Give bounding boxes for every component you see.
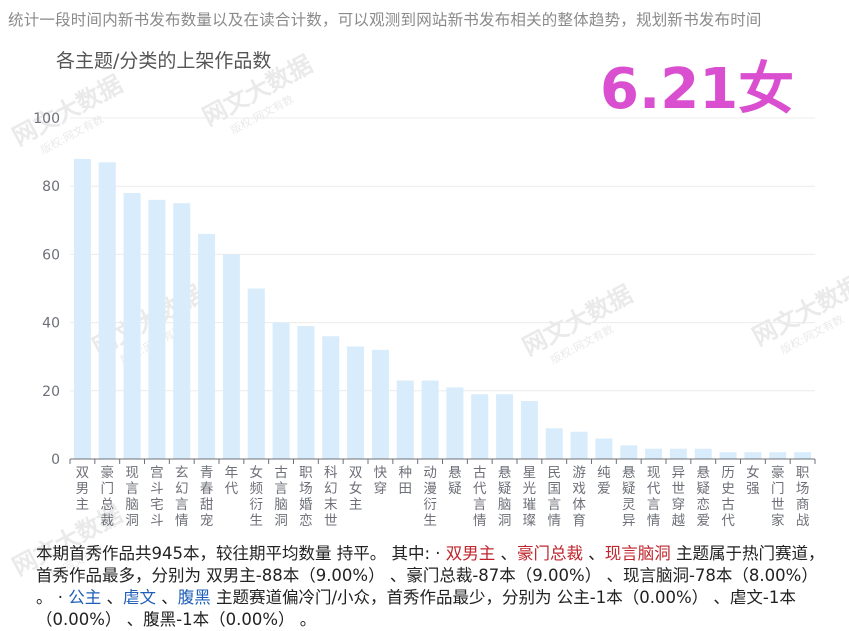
x-tick-label: 青春甜宠 [200, 465, 214, 529]
x-tick-label: 科幻末世 [324, 465, 338, 529]
x-tick-label: 历史古代 [721, 465, 735, 529]
y-tick-label: 60 [42, 247, 60, 263]
bar [73, 158, 91, 460]
chart-title: 各主题/分类的上架作品数 [56, 50, 272, 72]
date-badge: 6.21女 [600, 57, 795, 122]
x-tick-label: 动漫衍生 [423, 465, 437, 529]
summary-separator: 、 [495, 544, 518, 563]
bar [769, 452, 787, 459]
x-tick-label: 玄幻言情 [175, 464, 189, 529]
x-tick-label: 现言脑洞 [125, 465, 139, 529]
y-tick-label: 0 [51, 452, 60, 468]
hot-theme-link[interactable]: 豪门总裁 [517, 544, 584, 563]
summary-separator: 、 [101, 588, 123, 607]
y-tick-label: 20 [42, 384, 60, 400]
x-tick-label: 职场婚恋 [299, 465, 313, 529]
cold-theme-link[interactable]: 虐文 [123, 588, 156, 607]
x-tick-label: 双男主 [76, 465, 90, 513]
summary-part2: 主题属于热门赛道，首秀作品最多，分别为 双男主-88本（9.00%） 、豪门总裁… [36, 544, 825, 607]
x-tick-label: 职场商战 [796, 465, 810, 529]
x-tick-label: 现代言情 [647, 465, 661, 529]
bar [669, 448, 687, 459]
cold-theme-link[interactable]: 公主 [68, 588, 102, 607]
x-tick-label: 豪门总裁 [101, 465, 115, 529]
x-tick-label: 悬疑灵异 [622, 465, 636, 529]
summary-part1: 本期首秀作品共945本，较往期平均数量 持平。 其中: · [36, 544, 446, 563]
x-tick-label: 游戏体育 [572, 465, 586, 529]
y-tick-label: 100 [33, 111, 60, 127]
bar [446, 387, 464, 459]
bar [496, 394, 514, 459]
bar [595, 438, 613, 459]
bar [421, 380, 439, 459]
bar [148, 199, 166, 459]
x-tick-label: 民国言情 [548, 465, 562, 529]
bar [247, 288, 265, 459]
x-tick-label: 女频衍生 [250, 464, 264, 529]
bar [222, 254, 240, 459]
y-tick-label: 40 [42, 316, 60, 332]
bar [694, 448, 712, 459]
page-description: 统计一段时间内新书发布数量以及在读合计数，可以观测到网站新书发布相关的整体趋势，… [8, 11, 762, 29]
x-tick-label: 悬疑恋爱 [697, 465, 711, 529]
bar [173, 203, 191, 459]
bar [347, 346, 365, 459]
summary-separator: 、 [156, 588, 178, 607]
bar [371, 349, 389, 459]
summary-text: 本期首秀作品共945本，较往期平均数量 持平。 其中: · 双男主 、豪门总裁 … [36, 543, 826, 631]
bar [98, 162, 116, 459]
x-tick-label: 古代言情 [473, 465, 487, 529]
summary-part3: 主题赛道偏冷门/小众，首秀作品最少，分别为 公主-1本（0.00%） 、虐文-1… [36, 588, 796, 629]
bar-chart: 0 20 40 60 80 100 双男主豪门总裁现言脑洞宫斗宅斗玄幻言情青春甜宠年代女频衍… [33, 111, 816, 529]
bar [744, 452, 762, 459]
x-tick-label: 纯爱 [597, 465, 611, 497]
x-tick-label: 宫斗宅斗 [150, 465, 164, 529]
bar [322, 336, 340, 459]
bar [198, 233, 216, 459]
bar [620, 445, 638, 459]
summary-separator: 、 [583, 544, 605, 563]
bar [272, 322, 290, 459]
x-tick-label: 豪门世家 [771, 465, 785, 529]
x-tick-label: 种田 [399, 465, 413, 497]
bar [396, 380, 414, 459]
hot-theme-link[interactable]: 双男主 [445, 544, 496, 563]
bar [297, 326, 315, 459]
x-tick-label: 异世穿越 [672, 465, 686, 529]
x-tick-label: 星光璀璨 [523, 465, 537, 529]
bar [645, 448, 663, 459]
x-tick-label: 快穿 [374, 465, 388, 497]
x-tick-label: 年代 [225, 465, 239, 497]
bar [520, 401, 538, 459]
bar [719, 452, 737, 459]
bar [471, 394, 489, 459]
bar [570, 431, 588, 459]
x-tick-label: 古言脑洞 [274, 465, 288, 529]
y-tick-label: 80 [42, 179, 60, 195]
bar [545, 428, 563, 459]
cold-theme-link[interactable]: 腹黑 [177, 588, 211, 607]
x-tick-label: 悬疑脑洞 [498, 465, 512, 529]
x-tick-label: 双女主 [349, 465, 363, 513]
bar [123, 193, 141, 459]
hot-theme-link[interactable]: 现言脑洞 [604, 544, 671, 563]
bar [794, 452, 812, 459]
x-tick-label: 悬疑 [448, 465, 462, 497]
x-tick-label: 女强 [746, 464, 760, 497]
